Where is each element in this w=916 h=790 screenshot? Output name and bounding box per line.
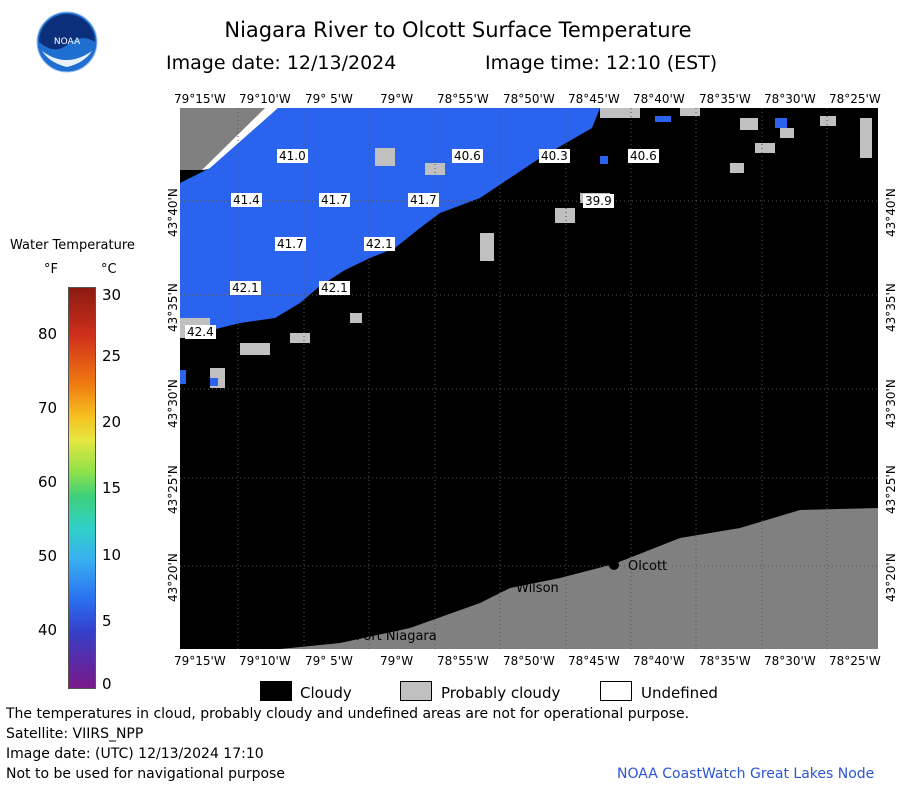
utc-date-text: Image date: (UTC) 12/13/2024 17:10: [6, 746, 264, 762]
olcott-marker: [609, 560, 619, 570]
probably-cloudy-swatch: [400, 681, 432, 701]
lon-tick: 78°30'W: [764, 654, 816, 668]
legend-c-tick: 20: [102, 413, 122, 431]
lat-tick: 43°40'N: [884, 188, 898, 237]
temperature-label: 41.7: [408, 193, 439, 207]
lon-tick: 79°W: [380, 92, 414, 106]
lon-tick: 79°15'W: [174, 654, 226, 668]
lon-tick: 79°W: [380, 654, 414, 668]
water-region: [180, 108, 600, 338]
temperature-label: 39.9: [583, 194, 614, 208]
temperature-label: 41.0: [277, 149, 308, 163]
legend-f-tick: 80: [38, 325, 58, 343]
land-south-shore: [280, 508, 878, 649]
temperature-label: 40.6: [628, 149, 659, 163]
noaa-logo: NOAA: [36, 11, 98, 73]
lat-tick: 43°35'N: [884, 283, 898, 332]
place-label-olcott: Olcott: [628, 559, 668, 574]
water-pixels: [180, 116, 787, 386]
image-time: Image time: 12:10 (EST): [485, 52, 718, 74]
lat-tick: 43°30'N: [884, 379, 898, 428]
lon-tick: 78°45'W: [568, 654, 620, 668]
place-label-wilson: Wilson: [516, 581, 559, 596]
temperature-label: 40.6: [452, 149, 483, 163]
svg-text:NOAA: NOAA: [54, 37, 81, 47]
lat-tick: 43°40'N: [166, 188, 180, 237]
lon-tick: 79° 5'W: [305, 654, 353, 668]
cloudy-label: Cloudy: [300, 684, 352, 702]
legend-unit-c: °C: [101, 262, 117, 277]
legend-c-tick: 30: [102, 286, 122, 304]
legend-c-tick: 5: [102, 612, 112, 630]
legend-c-tick: 15: [102, 479, 122, 497]
lon-tick: 78°55'W: [437, 654, 489, 668]
lon-tick: 79° 5'W: [305, 92, 353, 106]
lat-tick: 43°25'N: [166, 465, 180, 514]
cloudy-swatch: [260, 681, 292, 701]
legend-c-tick: 25: [102, 347, 122, 365]
legend-f-tick: 60: [38, 473, 58, 491]
lon-tick: 79°15'W: [174, 92, 226, 106]
credit-link[interactable]: NOAA CoastWatch Great Lakes Node: [617, 766, 875, 782]
legend-f-tick: 70: [38, 399, 58, 417]
lon-tick: 78°45'W: [568, 92, 620, 106]
temperature-map: 41.0 40.6 40.3 40.6 39.9 41.4 41.7 41.7 …: [180, 108, 878, 649]
probably-cloudy-label: Probably cloudy: [441, 684, 561, 702]
lon-tick: 78°35'W: [699, 654, 751, 668]
lon-tick: 78°55'W: [437, 92, 489, 106]
lat-tick: 43°25'N: [884, 465, 898, 514]
land-north-shore: [180, 108, 265, 170]
graticule: [180, 108, 878, 649]
undefined-strip: [202, 108, 278, 170]
undefined-label: Undefined: [641, 684, 718, 702]
legend-f-tick: 40: [38, 621, 58, 639]
temperature-label: 41.4: [231, 193, 262, 207]
lon-tick: 79°10'W: [239, 654, 291, 668]
legend-c-tick: 10: [102, 546, 122, 564]
lat-tick: 43°20'N: [166, 553, 180, 602]
lon-tick: 78°50'W: [503, 92, 555, 106]
place-label-port-niagara: Port Niagara: [356, 629, 437, 644]
legend-title: Water Temperature: [10, 238, 135, 253]
lon-tick: 78°25'W: [829, 654, 881, 668]
lon-tick: 78°30'W: [764, 92, 816, 106]
temperature-label: 41.7: [319, 193, 350, 207]
lon-tick: 79°10'W: [239, 92, 291, 106]
legend-f-tick: 50: [38, 547, 58, 565]
undefined-swatch: [600, 681, 632, 701]
navigation-warning: Not to be used for navigational purpose: [6, 766, 285, 782]
temperature-label: 41.7: [275, 237, 306, 251]
disclaimer-text: The temperatures in cloud, probably clou…: [6, 706, 690, 722]
lon-tick: 78°50'W: [503, 654, 555, 668]
legend-unit-f: °F: [44, 262, 58, 277]
lon-tick: 78°40'W: [633, 654, 685, 668]
lon-tick: 78°35'W: [699, 92, 751, 106]
satellite-text: Satellite: VIIRS_NPP: [6, 726, 144, 742]
lat-tick: 43°20'N: [884, 553, 898, 602]
temperature-label: 42.4: [185, 325, 216, 339]
temperature-label: 42.1: [319, 281, 350, 295]
lat-tick: 43°30'N: [166, 379, 180, 428]
lon-tick: 78°40'W: [633, 92, 685, 106]
lat-tick: 43°35'N: [166, 283, 180, 332]
temperature-label: 40.3: [539, 149, 570, 163]
temperature-label: 42.1: [364, 237, 395, 251]
image-date: Image date: 12/13/2024: [166, 52, 397, 74]
wilson-marker: [503, 576, 513, 586]
lon-tick: 78°25'W: [829, 92, 881, 106]
page-title: Niagara River to Olcott Surface Temperat…: [224, 18, 692, 42]
temperature-label: 42.1: [230, 281, 261, 295]
legend-c-tick: 0: [102, 675, 112, 693]
temperature-color-bar: [68, 287, 96, 689]
